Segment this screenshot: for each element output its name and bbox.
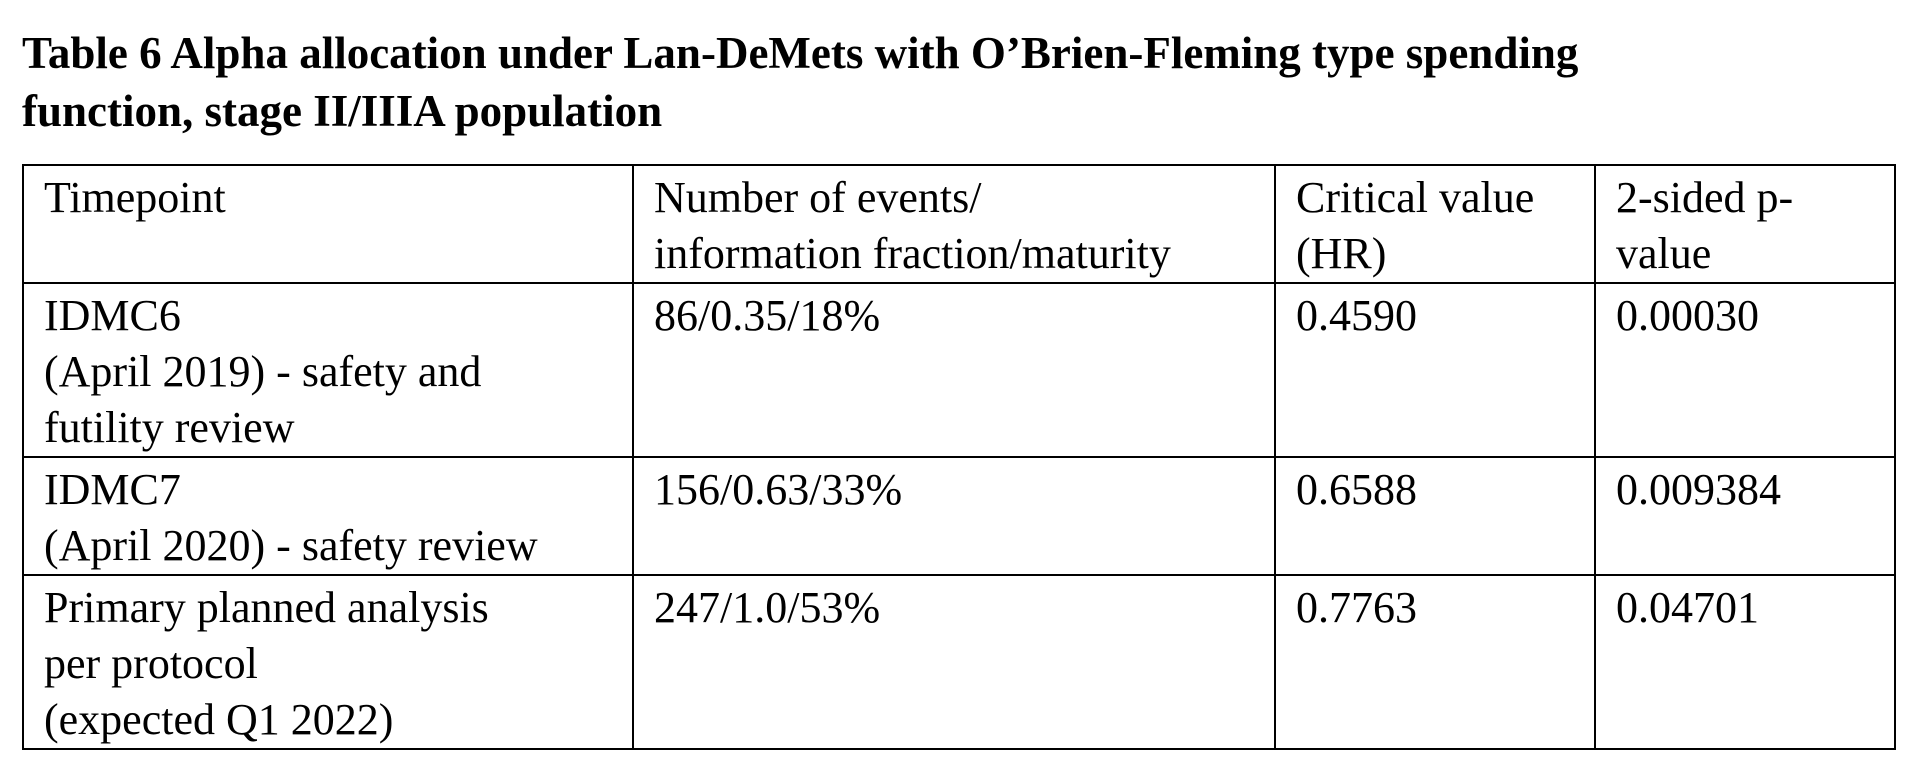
table-caption-line-1: Table 6 Alpha allocation under Lan-DeMet… <box>22 28 1579 78</box>
cell-p-value: 0.04701 <box>1594 574 1896 750</box>
cell-critical-value: 0.6588 <box>1274 456 1596 576</box>
cell-timepoint-line: (April 2019) - safety and <box>44 347 482 396</box>
header-critical-value: Critical value (HR) <box>1274 164 1596 284</box>
table-caption: Table 6 Alpha allocation under Lan-DeMet… <box>22 24 1882 140</box>
cell-timepoint: Primary planned analysis per protocol (e… <box>22 574 634 750</box>
cell-timepoint-line: IDMC6 <box>44 291 181 340</box>
cell-p-value: 0.009384 <box>1594 456 1896 576</box>
cell-p-value: 0.00030 <box>1594 282 1896 458</box>
cell-events: 247/1.0/53% <box>632 574 1276 750</box>
cell-events: 86/0.35/18% <box>632 282 1276 458</box>
cell-timepoint-line: (expected Q1 2022) <box>44 695 394 744</box>
header-events: Number of events/ information fraction/m… <box>632 164 1276 284</box>
header-timepoint-text: Timepoint <box>44 173 226 222</box>
header-critical-value-text-line-2: (HR) <box>1296 229 1387 278</box>
cell-timepoint: IDMC6 (April 2019) - safety and futility… <box>22 282 634 458</box>
cell-timepoint-line: (April 2020) - safety review <box>44 521 538 570</box>
header-critical-value-text-line-1: Critical value <box>1296 173 1535 222</box>
header-events-text-line-1: Number of events/ <box>654 173 982 222</box>
alpha-allocation-table: Timepoint Number of events/ information … <box>22 164 1896 750</box>
cell-timepoint-line: futility review <box>44 403 295 452</box>
header-p-value-text-line-1: 2-sided p- <box>1616 173 1794 222</box>
cell-timepoint-line: IDMC7 <box>44 465 181 514</box>
cell-critical-value: 0.4590 <box>1274 282 1596 458</box>
cell-timepoint-line: per protocol <box>44 639 258 688</box>
table-row: IDMC6 (April 2019) - safety and futility… <box>22 282 1896 458</box>
table-caption-line-2: function, stage II/IIIA population <box>22 86 663 136</box>
cell-critical-value: 0.7763 <box>1274 574 1596 750</box>
header-timepoint: Timepoint <box>22 164 634 284</box>
cell-timepoint-line: Primary planned analysis <box>44 583 489 632</box>
table-header-row: Timepoint Number of events/ information … <box>22 164 1896 284</box>
header-p-value-text-line-2: value <box>1616 229 1712 278</box>
header-events-text-line-2: information fraction/maturity <box>654 229 1171 278</box>
cell-timepoint: IDMC7 (April 2020) - safety review <box>22 456 634 576</box>
table-row: IDMC7 (April 2020) - safety review 156/0… <box>22 456 1896 576</box>
cell-events: 156/0.63/33% <box>632 456 1276 576</box>
table-row: Primary planned analysis per protocol (e… <box>22 574 1896 750</box>
header-p-value: 2-sided p- value <box>1594 164 1896 284</box>
